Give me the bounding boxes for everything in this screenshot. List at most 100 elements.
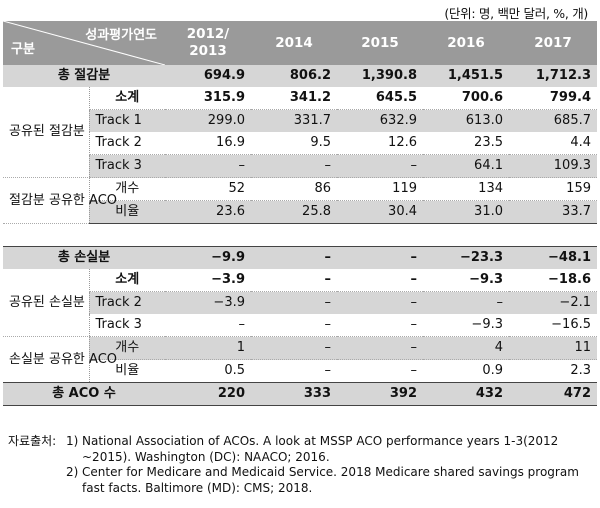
row-label: Track 3: [88, 314, 165, 337]
cell: 432: [423, 382, 509, 406]
cell: 645.5: [337, 87, 423, 110]
row-label: 총 절감분: [3, 65, 165, 87]
cell: 472: [509, 382, 597, 406]
cell: 1,712.3: [509, 65, 597, 87]
cell: −3.9: [165, 269, 251, 292]
row-label: Track 2: [88, 291, 165, 314]
cell: 632.9: [379, 113, 417, 128]
aco-performance-table: 성과평가연도 구분 2012/ 2013 2014 2015 2016 2017…: [3, 21, 597, 406]
cell: –: [324, 158, 332, 173]
cell: –: [337, 336, 423, 360]
corner-label-category: 구분: [11, 42, 35, 57]
table-row: Track 2 16.9 9.5 12.6 23.5 4.4: [3, 132, 597, 155]
cell: 613.0: [465, 113, 503, 128]
cell: –: [410, 295, 418, 310]
cell: 16.9: [165, 132, 251, 155]
cell: 119: [337, 177, 423, 201]
cell: 220: [165, 382, 251, 406]
year-header: 2012/ 2013: [165, 21, 251, 65]
cell: 694.9: [165, 65, 251, 87]
cell: –: [251, 269, 337, 292]
year-header: 2014: [251, 21, 337, 65]
row-label: 개수: [88, 336, 165, 360]
cell: 2.3: [570, 363, 591, 378]
header-row: 성과평가연도 구분 2012/ 2013 2014 2015 2016 2017: [3, 21, 597, 65]
cell: 331.7: [293, 113, 331, 128]
cell: 315.9: [165, 87, 251, 110]
row-label: 개수: [88, 177, 165, 201]
table-row: Track 3 – – – −9.3 −16.5: [3, 314, 597, 337]
cell: 685.7: [553, 113, 591, 128]
cell: 299.0: [207, 113, 245, 128]
cell: –: [324, 295, 332, 310]
source-item: 자료출처: 1) National Association of ACOs. A…: [8, 434, 593, 465]
row-label: 총 ACO 수: [3, 382, 165, 406]
row-label: 총 손실분: [3, 246, 165, 269]
cell: 159: [509, 177, 597, 201]
row-label: 비율: [88, 359, 165, 383]
cell: –: [337, 314, 423, 337]
cell: 806.2: [251, 65, 337, 87]
cell: –: [251, 336, 337, 360]
cell: –: [337, 246, 423, 269]
diagonal-line: [3, 21, 165, 65]
cell: –: [324, 363, 332, 378]
cell: 109.3: [553, 158, 591, 173]
cell: 33.7: [509, 200, 597, 224]
year-header: 2017: [509, 21, 597, 65]
cell: 4.4: [509, 132, 597, 155]
cell: 134: [423, 177, 509, 201]
cell: 12.6: [337, 132, 423, 155]
row-label: 비율: [88, 200, 165, 224]
cell: 700.6: [423, 87, 509, 110]
header-corner: 성과평가연도 구분: [3, 21, 165, 65]
table-row: Track 3 – – – 64.1 109.3: [3, 154, 597, 178]
cell: 4: [423, 336, 509, 360]
cell: −9.9: [165, 246, 251, 269]
cell: –: [337, 269, 423, 292]
cell: 23.5: [423, 132, 509, 155]
source-notes: 자료출처: 1) National Association of ACOs. A…: [8, 434, 593, 496]
cell: 799.4: [509, 87, 597, 110]
row-label: Track 3: [88, 154, 165, 178]
table-row: 공유된 절감분 소계 315.9 341.2 645.5 700.6 799.4: [3, 87, 597, 178]
group-label: 절감분 공유한 ACO: [3, 177, 117, 224]
table-row: Track 1 299.0 331.7 632.9 613.0 685.7: [3, 109, 597, 132]
source-number: 1): [66, 434, 79, 448]
cell: −2.1: [559, 295, 591, 310]
cell: −23.3: [423, 246, 509, 269]
source-label: 자료출처:: [8, 434, 57, 448]
cell: 25.8: [251, 200, 337, 224]
table-row: 비율 23.6 25.8 30.4 31.0 33.7: [3, 200, 597, 224]
cell: −9.3: [423, 269, 509, 292]
row-label: Track 1: [88, 109, 165, 132]
table-row: 비율 0.5 – – 0.9 2.3: [3, 359, 597, 383]
source-number: 2): [66, 465, 79, 479]
source-label-spacer: [8, 465, 66, 496]
cell: –: [251, 246, 337, 269]
table-row: 총 ACO 수 220 333 392 432 472: [3, 382, 597, 406]
cell: –: [165, 314, 251, 337]
unit-note: (단위: 명, 백만 달러, %, 개): [444, 6, 588, 21]
table-row: 절감분 공유한 ACO 개수 52 86 119 134 159: [3, 177, 597, 224]
cell: 1,451.5: [423, 65, 509, 87]
source-text: National Association of ACOs. A look at …: [82, 434, 559, 464]
cell: 9.5: [251, 132, 337, 155]
cell: 333: [251, 382, 337, 406]
cell: 23.6: [165, 200, 251, 224]
cell: −48.1: [509, 246, 597, 269]
cell: 52: [165, 177, 251, 201]
cell: 1,390.8: [337, 65, 423, 87]
row-label: 소계: [88, 87, 165, 110]
cell: –: [496, 295, 504, 310]
table-row: 손실분 공유한 ACO 개수 1 – – 4 11: [3, 336, 597, 383]
cell: 0.9: [482, 363, 503, 378]
row-label: Track 2: [88, 132, 165, 155]
cell: –: [238, 158, 246, 173]
group-label: 손실분 공유한 ACO: [3, 336, 117, 383]
spacer-row: [3, 223, 597, 247]
cell: 0.5: [224, 363, 245, 378]
cell: −3.9: [213, 295, 245, 310]
table-row: 총 손실분 −9.9 – – −23.3 −48.1: [3, 246, 597, 269]
group-label: 공유된 절감분: [3, 87, 89, 178]
